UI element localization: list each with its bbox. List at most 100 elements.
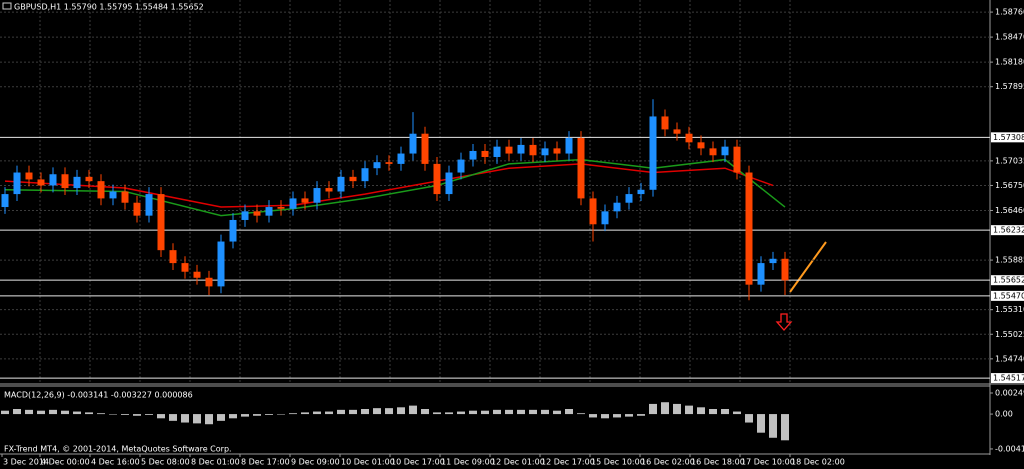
macd-bar xyxy=(781,414,789,441)
x-tick-label: 4 Dec 00:00 xyxy=(41,458,90,467)
x-tick-label: 8 Dec 17:00 xyxy=(241,458,290,467)
macd-bar xyxy=(13,409,21,415)
level-label-box xyxy=(991,373,1024,384)
candle-body xyxy=(613,202,621,212)
y-tick-label: 1.58470 xyxy=(995,33,1024,42)
y-tick-label: 1.55025 xyxy=(995,330,1024,339)
candle-body xyxy=(709,148,717,156)
macd-bar xyxy=(493,409,501,415)
candle-body xyxy=(1,194,9,208)
y-tick-label: 1.56750 xyxy=(995,181,1024,190)
macd-bar xyxy=(457,411,465,415)
macd-bar xyxy=(1,410,9,415)
candle-body xyxy=(85,176,93,182)
candle-body xyxy=(349,176,357,182)
macd-bar xyxy=(397,407,405,415)
y-tick-label: 1.55310 xyxy=(995,305,1024,314)
candle-body xyxy=(469,150,477,160)
x-tick-label: 15 Dec 10:00 xyxy=(591,458,645,467)
y-tick-label: 1.58760 xyxy=(995,8,1024,17)
candle-body xyxy=(277,207,285,209)
candle-body xyxy=(25,172,33,180)
macd-bar xyxy=(373,408,381,415)
macd-bar xyxy=(577,413,585,415)
x-tick-label: 10 Dec 17:00 xyxy=(391,458,445,467)
macd-bar xyxy=(733,411,741,415)
x-tick-label: 5 Dec 08:00 xyxy=(141,458,190,467)
candle-body xyxy=(97,181,105,199)
candle-body xyxy=(301,198,309,203)
candle-body xyxy=(145,194,153,216)
candle-body xyxy=(769,258,777,264)
candle-body xyxy=(397,153,405,164)
candle-body xyxy=(577,138,585,199)
candle-body xyxy=(217,241,225,287)
macd-bar xyxy=(313,411,321,415)
macd-bar xyxy=(37,410,45,415)
macd-bar xyxy=(553,410,561,415)
level-label-box xyxy=(991,275,1024,286)
chart-title: GBPUSD,H1 1.55790 1.55795 1.55484 1.5565… xyxy=(14,3,204,12)
candle-body xyxy=(721,146,729,156)
x-tick-label: 11 Dec 09:00 xyxy=(441,458,495,467)
y-tick-label: 1.54740 xyxy=(995,354,1024,363)
macd-bar xyxy=(349,409,357,415)
macd-bar xyxy=(97,413,105,415)
candle-body xyxy=(589,198,597,225)
candle-body xyxy=(433,163,441,195)
candle-body xyxy=(169,250,177,264)
macd-bar xyxy=(721,409,729,415)
macd-bar xyxy=(613,414,621,418)
level-label: 1.55652 xyxy=(993,276,1024,285)
macd-title: MACD(12,26,9) -0.003141 -0.003227 0.0000… xyxy=(4,391,193,400)
candle-body xyxy=(229,219,237,242)
macd-bar xyxy=(661,402,669,415)
x-tick-label: 8 Dec 01:00 xyxy=(191,458,240,467)
macd-bar xyxy=(169,414,177,421)
level-label-box xyxy=(991,290,1024,301)
macd-bar xyxy=(337,409,345,415)
macd-bar xyxy=(517,409,525,415)
candle-body xyxy=(361,168,369,182)
candle-body xyxy=(253,211,261,216)
macd-bar xyxy=(565,409,573,415)
candle-body xyxy=(697,142,705,149)
candle-body xyxy=(193,271,201,278)
candle-body xyxy=(445,172,453,195)
macd-bar xyxy=(469,410,477,415)
candle-body xyxy=(133,202,141,216)
candle-body xyxy=(37,179,45,186)
macd-bar xyxy=(193,414,201,424)
candle-body xyxy=(733,146,741,173)
macd-bar xyxy=(61,410,69,415)
candle-body xyxy=(541,148,549,156)
macd-bar xyxy=(529,409,537,415)
candle-body xyxy=(61,174,69,189)
level-label: 1.54517 xyxy=(993,374,1024,383)
trend-line xyxy=(789,241,827,293)
macd-bar xyxy=(49,409,57,415)
y-tick-label: 1.58180 xyxy=(995,58,1024,67)
macd-bar xyxy=(277,414,285,415)
macd-bar xyxy=(769,414,777,438)
candle-body xyxy=(373,162,381,169)
macd-bar xyxy=(505,409,513,415)
candle-body xyxy=(205,277,213,287)
level-label: 1.56232 xyxy=(993,226,1024,235)
candle-body xyxy=(649,116,657,190)
macd-bar xyxy=(205,414,213,425)
y-tick-label: 1.56460 xyxy=(995,206,1024,215)
macd-bar xyxy=(481,410,489,415)
candle-body xyxy=(337,176,345,192)
macd-bar xyxy=(253,414,261,416)
macd-bar xyxy=(133,414,141,416)
macd-bar xyxy=(433,412,441,415)
level-label-box xyxy=(991,132,1024,143)
x-tick-label: 9 Dec 09:00 xyxy=(291,458,340,467)
macd-bar xyxy=(73,411,81,415)
macd-bar xyxy=(589,414,597,418)
macd-bar xyxy=(697,407,705,415)
macd-bar xyxy=(217,414,225,421)
candle-body xyxy=(181,263,189,272)
